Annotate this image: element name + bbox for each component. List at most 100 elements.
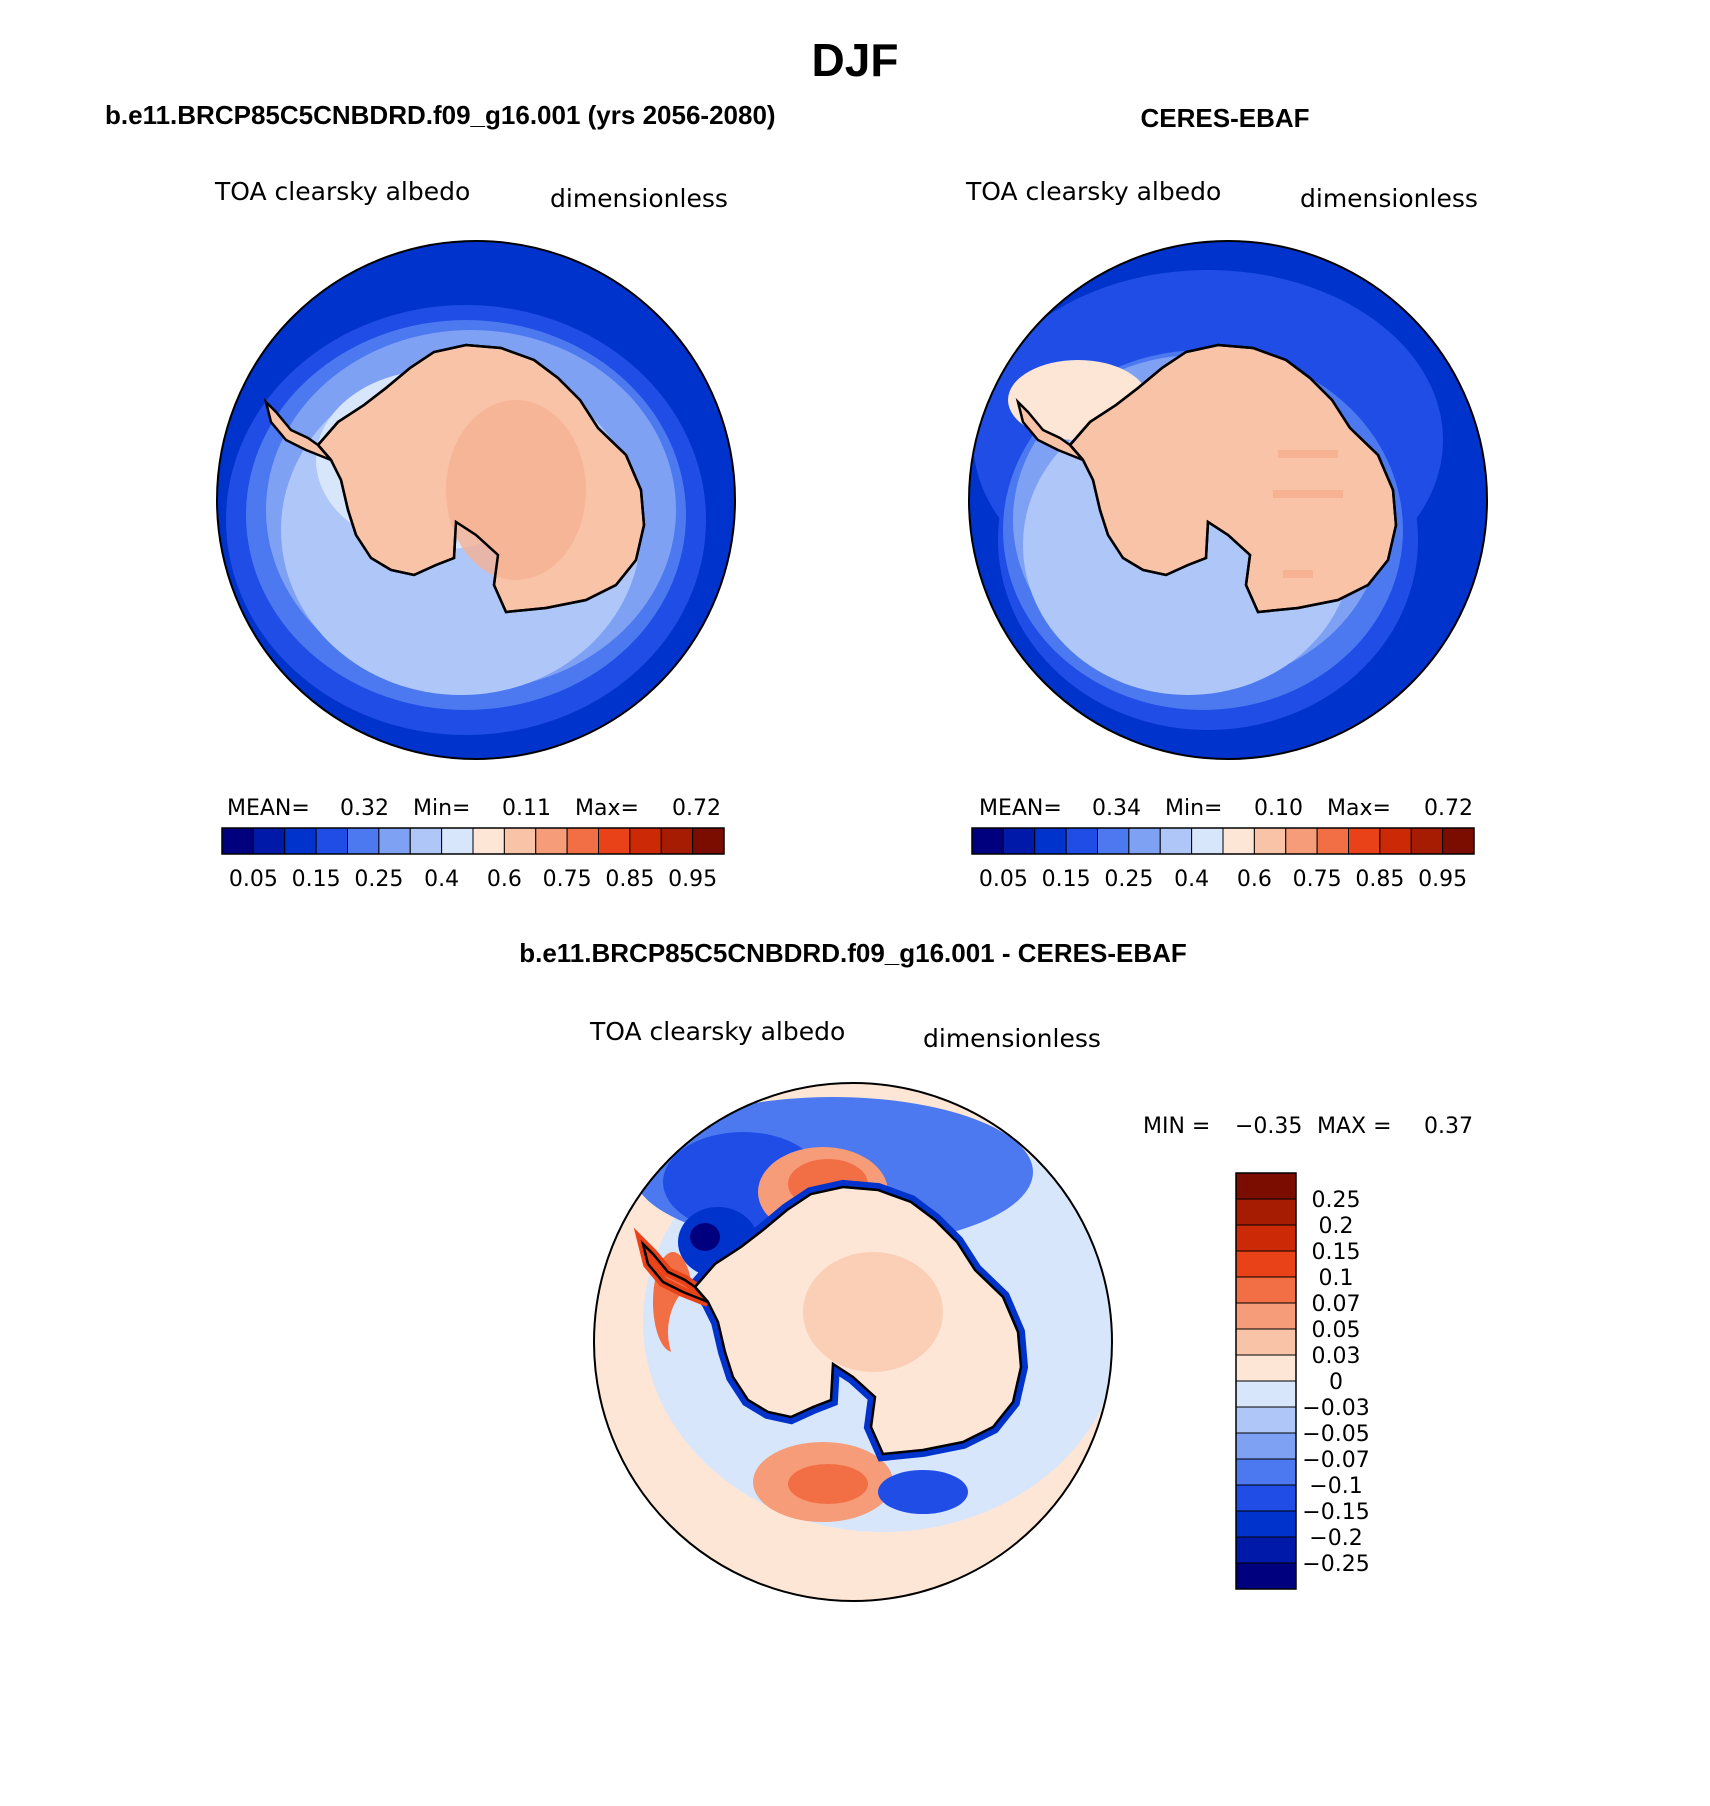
panel-model: b.e11.BRCP85C5CNBDRD.f09_g16.001 (yrs 20… [105,100,776,892]
panel-diff: b.e11.BRCP85C5CNBDRD.f09_g16.001 - CERES… [519,938,1473,1602]
panel-diff-colorbar-tick-label: −0.03 [1302,1396,1369,1421]
panel-obs-colorbar-tick-label: 0.75 [1293,867,1342,892]
panel-obs-colorbar-tick-label: 0.85 [1355,867,1404,892]
panel-diff-colorbar-box [1235,1224,1297,1252]
panel-diff-max: 0.37 [1424,1114,1473,1139]
panel-diff-colorbar-tick-label: −0.2 [1309,1526,1362,1551]
panel-model-min-label: Min= [413,796,470,821]
panel-diff-colorbar-box [1235,1276,1297,1304]
panel-model-colorbar-box [692,827,725,855]
panel-model-colorbar-frame [221,827,725,855]
panel-diff-colorbar-tick-label: 0.05 [1312,1318,1361,1343]
panel-model-colorbar-box [660,827,694,855]
panel-model-colorbar-tick-label: 0.15 [292,867,341,892]
panel-obs-colorbar-box [1379,827,1412,855]
panel-obs-colorbar-box [1316,827,1349,855]
panel-diff-colorbar-box [1235,1562,1297,1590]
panel-diff-colorbar-box [1235,1250,1297,1278]
panel-model-min: 0.11 [502,796,551,821]
panel-diff-colorbar-box [1235,1432,1297,1460]
panel-model-colorbar-box [441,827,474,855]
panel-obs-colorbar-box [1442,827,1475,855]
panel-obs-title: CERES-EBAF [1140,103,1309,133]
panel-diff-colorbar-tick-label: 0.15 [1312,1240,1361,1265]
panel-diff-colorbar-tick-label: −0.1 [1309,1474,1362,1499]
panel-obs-colorbar-tick-label: 0.05 [979,867,1028,892]
panel-obs-max: 0.72 [1424,796,1473,821]
panel-obs-colorbar-box [971,827,1004,855]
panel-diff-colorbar-tick-label: 0.07 [1312,1292,1361,1317]
panel-obs-colorbar-tick-label: 0.15 [1042,867,1091,892]
panel-diff-min: −0.35 [1235,1114,1302,1139]
panel-obs-colorbar [971,827,1475,855]
panel-diff-colorbar-box [1235,1354,1297,1382]
panel-obs-colorbar-box [1222,827,1255,855]
panel-model-colorbar-tick-label: 0.6 [487,867,522,892]
panel-model-variable: TOA clearsky albedo [214,177,470,206]
panel-model-units: dimensionless [550,184,728,213]
panel-model-colorbar-tick-label: 0.75 [543,867,592,892]
panel-diff-title: b.e11.BRCP85C5CNBDRD.f09_g16.001 - CERES… [519,938,1187,968]
panel-obs-colorbar-ticks: 0.05 0.15 0.25 0.4 0.6 0.75 0.85 0.95 [979,867,1467,892]
panel-obs-colorbar-tick-label: 0.4 [1174,867,1209,892]
panel-obs-units: dimensionless [1300,184,1478,213]
panel-diff-colorbar-tick-label: 0.03 [1312,1344,1361,1369]
panel-model-colorbar-box [252,827,286,855]
panel-obs-colorbar-box [1065,827,1098,855]
panel-diff-colorbar-box [1235,1406,1297,1434]
panel-model-mean-label: MEAN= [227,796,310,821]
panel-model-colorbar-box [503,827,537,855]
panel-model-title: b.e11.BRCP85C5CNBDRD.f09_g16.001 (yrs 20… [105,100,776,130]
panel-model-map [217,241,735,759]
panel-diff-colorbar-tick-label: −0.15 [1302,1500,1369,1525]
panel-model-colorbar-tick-label: 0.4 [424,867,459,892]
panel-model-colorbar-box [378,827,411,855]
panel-model-colorbar-ticks: 0.05 0.15 0.25 0.4 0.6 0.75 0.85 0.95 [229,867,717,892]
panel-obs-min-label: Min= [1165,796,1222,821]
panel-diff-colorbar-tick-label: 0.1 [1319,1266,1354,1291]
panel-model-mean: 0.32 [340,796,389,821]
panel-diff-map [594,1083,1112,1601]
panel-diff-variable: TOA clearsky albedo [589,1017,845,1046]
panel-model-colorbar-tick-label: 0.95 [668,867,717,892]
panel-model-colorbar [221,827,725,855]
panel-obs-colorbar-box [1128,827,1161,855]
panel-diff-colorbar-box [1235,1484,1297,1512]
panel-obs-colorbar-frame [971,827,1475,855]
panel-diff-colorbar-tick-label: 0.2 [1319,1214,1354,1239]
panel-obs-colorbar-box [1097,827,1130,855]
panel-diff-units: dimensionless [923,1024,1101,1053]
panel-obs: CERES-EBAF TOA clearsky albedo dimension… [965,103,1488,892]
panel-obs-mean: 0.34 [1092,796,1141,821]
panel-diff-colorbar-box [1235,1458,1297,1486]
panel-obs-colorbar-box [1191,827,1224,855]
panel-model-colorbar-box [566,827,599,855]
panel-model-colorbar-tick-label: 0.85 [605,867,654,892]
panel-diff-colorbar-box [1235,1172,1297,1200]
panel-obs-variable: TOA clearsky albedo [965,177,1221,206]
panel-obs-colorbar-box [1159,827,1193,855]
panel-diff-colorbar-tick-label: −0.25 [1302,1552,1369,1577]
panel-diff-colorbar-box [1235,1198,1297,1226]
panel-diff-colorbar-ticks: 0.250.20.150.10.070.050.030−0.03−0.05−0.… [1302,1188,1369,1577]
panel-diff-min-label: MIN = [1143,1114,1210,1139]
panel-obs-colorbar-box [1348,827,1381,855]
panel-diff-colorbar-tick-label: 0.25 [1312,1188,1361,1213]
panel-model-colorbar-box [315,827,348,855]
panel-obs-colorbar-box [1410,827,1444,855]
panel-obs-colorbar-box [1034,827,1067,855]
panel-obs-colorbar-tick-label: 0.6 [1237,867,1272,892]
panel-diff-colorbar-box [1235,1380,1297,1408]
panel-diff-max-label: MAX = [1317,1114,1392,1139]
panel-diff-colorbar-tick-label: −0.05 [1302,1422,1369,1447]
panel-diff-colorbar-box [1235,1510,1297,1538]
panel-obs-colorbar-tick-label: 0.25 [1104,867,1153,892]
panel-obs-min: 0.10 [1254,796,1303,821]
panel-obs-colorbar-box [1253,827,1287,855]
panel-diff-colorbar-tick-label: −0.07 [1302,1448,1369,1473]
panel-diff-colorbar-box [1235,1302,1297,1330]
panel-model-colorbar-box [598,827,631,855]
panel-obs-mean-label: MEAN= [979,796,1062,821]
panel-obs-colorbar-box [1002,827,1036,855]
